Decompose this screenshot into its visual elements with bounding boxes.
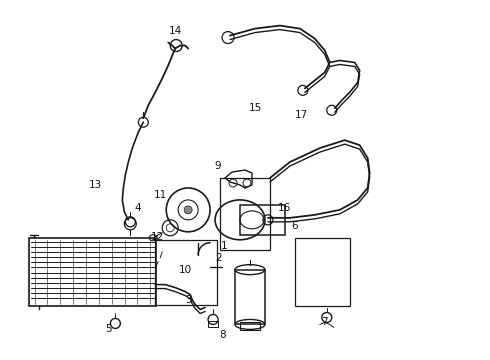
Bar (240, 205, 285, 235)
Bar (155, 240, 217, 305)
Text: 8: 8 (219, 330, 225, 341)
Text: 13: 13 (89, 180, 102, 190)
Text: 3: 3 (185, 294, 192, 305)
Text: 15: 15 (248, 103, 262, 113)
Bar (208, 321, 218, 328)
Bar (295, 238, 350, 306)
Text: 2: 2 (215, 253, 221, 263)
Text: 9: 9 (215, 161, 221, 171)
Text: 14: 14 (169, 26, 182, 36)
Text: 16: 16 (278, 203, 292, 213)
Text: 1: 1 (221, 241, 227, 251)
Text: 6: 6 (292, 221, 298, 231)
Text: 10: 10 (179, 265, 192, 275)
Text: 4: 4 (134, 203, 141, 213)
Bar (240, 323, 260, 330)
Text: 7: 7 (321, 318, 328, 328)
Text: 5: 5 (105, 324, 112, 334)
Bar (220, 178, 270, 250)
Text: 12: 12 (150, 232, 164, 242)
Text: 11: 11 (154, 190, 167, 200)
Circle shape (184, 206, 192, 214)
Bar (28, 238, 156, 306)
Bar (235, 270, 265, 324)
Text: 17: 17 (295, 110, 309, 120)
